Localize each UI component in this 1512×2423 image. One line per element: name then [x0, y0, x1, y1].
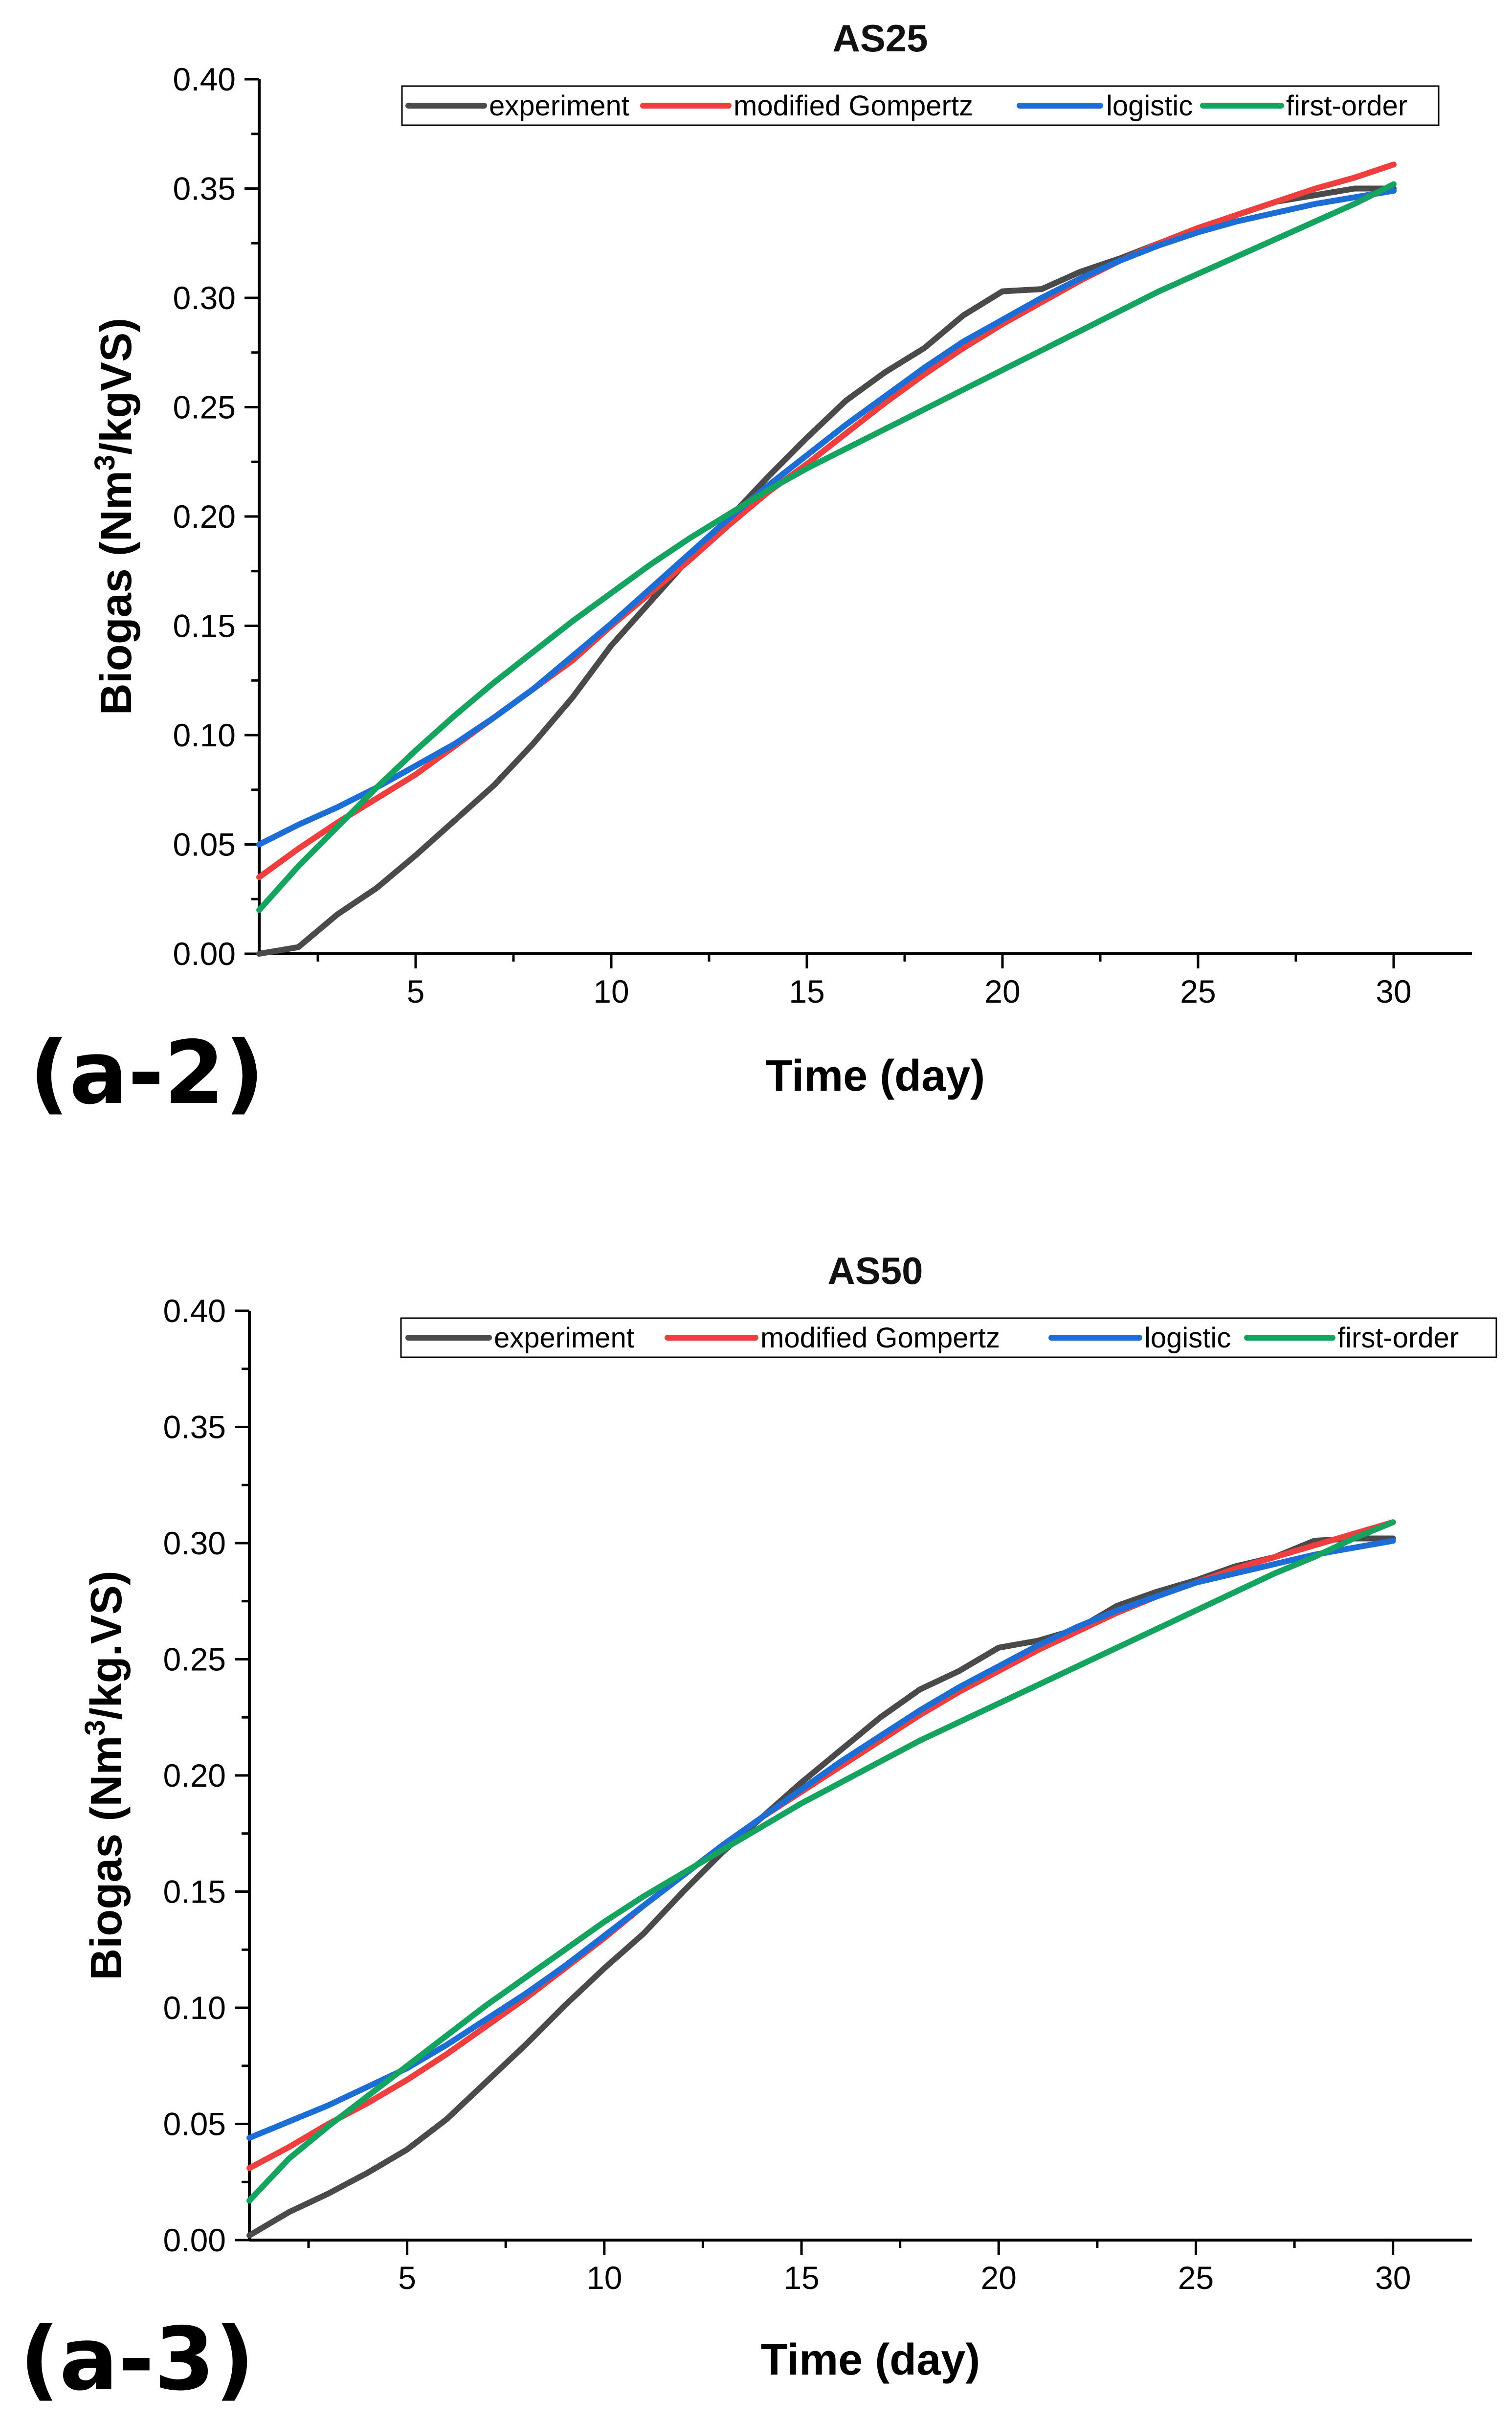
- series-line-experiment: [256, 185, 1397, 957]
- x-tick-label: 10: [586, 2260, 622, 2296]
- y-axis-label-tail: /kgVS): [92, 318, 141, 455]
- legend-label: first-order: [1337, 1322, 1459, 1354]
- y-axis-label-sup: 3: [79, 1720, 111, 1735]
- series-line-experiment: [246, 1535, 1396, 2239]
- legend-label: experiment: [494, 1322, 634, 1354]
- legend-label: first-order: [1286, 90, 1407, 122]
- legend-label: logistic: [1144, 1322, 1231, 1354]
- y-tick-label: 0.05: [163, 2106, 226, 2142]
- y-axis-label-sup: 3: [89, 455, 121, 471]
- series-line-logistic: [256, 188, 1397, 848]
- legend-label: modified Gompertz: [734, 90, 973, 122]
- y-axis-label-main: Biogas (Nm: [92, 471, 141, 715]
- y-tick-label: 0.20: [163, 1757, 226, 1794]
- x-axis-label: Time (day): [766, 1052, 985, 1100]
- y-tick-label: 0.30: [163, 1525, 226, 1561]
- series-line-first-order: [246, 1519, 1396, 2204]
- x-tick-label: 5: [398, 2260, 416, 2296]
- y-tick-label: 0.25: [163, 1641, 226, 1678]
- panel-tag: (a-2): [29, 1022, 265, 1123]
- chart-title: AS50: [827, 1249, 923, 1292]
- x-axis-label: Time (day): [761, 2335, 980, 2384]
- series-line-modified-gompertz: [246, 1519, 1396, 2171]
- x-tick-label: 10: [593, 973, 629, 1010]
- y-axis-label-tail: /kg.VS): [82, 1570, 131, 1720]
- y-tick-label: 0.20: [173, 498, 236, 535]
- y-tick-label: 0.35: [163, 1409, 226, 1445]
- series-line-logistic: [246, 1538, 1396, 2141]
- panel-tag: (a-3): [20, 2309, 255, 2410]
- legend-label: experiment: [489, 90, 629, 122]
- y-tick-label: 0.35: [173, 171, 236, 207]
- x-tick-label: 30: [1375, 2260, 1411, 2296]
- y-tick-label: 0.10: [163, 1990, 226, 2026]
- y-tick-label: 0.30: [173, 280, 236, 316]
- x-tick-label: 25: [1178, 2260, 1214, 2296]
- y-tick-label: 0.00: [163, 2222, 226, 2258]
- chart-panel-1: 0.00 0.05 0.10 0.15 0.20 0.25 0.30 0.35 0.40 5 10 1…: [29, 17, 1472, 1123]
- y-axis-label-main: Biogas (Nm: [82, 1736, 131, 1980]
- x-tick-label: 15: [789, 973, 824, 1010]
- x-tick-label: 15: [783, 2260, 819, 2296]
- chart-panel-2: 0.00 0.05 0.10 0.15 0.20 0.25 0.30 0.35 0.40 5 10 1…: [20, 1249, 1497, 2410]
- y-tick-label: 0.15: [163, 1874, 226, 1910]
- y-axis-label: Biogas (Nm3/kg.VS): [79, 1570, 131, 1980]
- x-tick-label: 20: [981, 2260, 1017, 2296]
- x-tick-label: 30: [1376, 973, 1411, 1010]
- x-tick-label: 5: [407, 973, 425, 1010]
- legend-label: modified Gompertz: [760, 1322, 1000, 1354]
- y-tick-label: 0.40: [163, 1293, 226, 1329]
- y-tick-label: 0.10: [173, 717, 236, 753]
- y-tick-label: 0.25: [173, 389, 236, 426]
- y-tick-label: 0.05: [173, 827, 236, 863]
- y-tick-label: 0.00: [173, 936, 236, 972]
- y-tick-label: 0.40: [173, 61, 236, 97]
- x-tick-label: 25: [1180, 973, 1216, 1010]
- legend-label: logistic: [1106, 90, 1193, 122]
- chart-title: AS25: [832, 17, 928, 60]
- y-axis-label: Biogas (Nm3/kgVS): [89, 318, 141, 715]
- series-line-first-order: [256, 181, 1397, 913]
- series-line-modified-gompertz: [256, 161, 1397, 880]
- y-tick-label: 0.15: [173, 608, 236, 644]
- x-tick-label: 20: [984, 973, 1020, 1010]
